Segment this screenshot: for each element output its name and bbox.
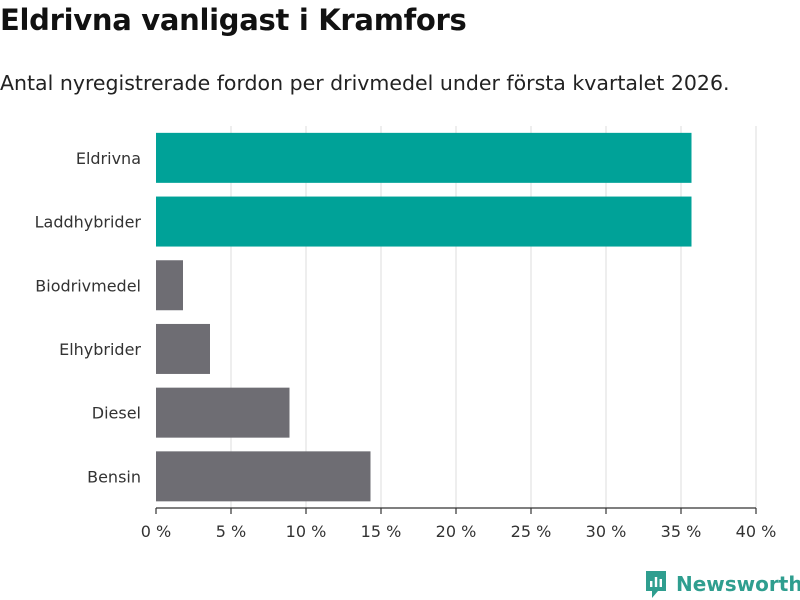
newsworthy-logo: Newsworthy (644, 568, 800, 600)
x-tick-label: 30 % (586, 522, 627, 541)
bar-biodrivmedel (156, 260, 183, 311)
bar-diesel (156, 387, 290, 438)
x-tick-label: 10 % (286, 522, 327, 541)
x-tick-label: 40 % (736, 522, 777, 541)
bar-bensin (156, 451, 371, 502)
category-label-laddhybrider: Laddhybrider (35, 213, 142, 232)
x-tick-label: 35 % (661, 522, 702, 541)
bar-eldrivna (156, 132, 692, 183)
bar-laddhybrider (156, 196, 692, 247)
bars (156, 132, 692, 502)
x-tick-label: 20 % (436, 522, 477, 541)
chart-title: Eldrivna vanligast i Kramfors (0, 3, 467, 37)
x-tick-label: 15 % (361, 522, 402, 541)
category-label-eldrivna: Eldrivna (76, 149, 141, 168)
category-label-diesel: Diesel (92, 404, 141, 423)
category-labels: Eldrivna Laddhybrider Biodrivmedel Elhybrid… (35, 149, 142, 487)
chart-subtitle: Antal nyregistrerade fordon per drivmede… (0, 71, 730, 95)
category-label-biodrivmedel: Biodrivmedel (35, 276, 141, 295)
category-label-elhybrider: Elhybrider (59, 340, 141, 359)
gridlines (230, 126, 757, 508)
x-tick-label: 25 % (511, 522, 552, 541)
newsworthy-logo-text: Newsworthy (676, 572, 800, 596)
newsworthy-logo-icon (646, 571, 666, 598)
category-label-bensin: Bensin (87, 467, 141, 486)
x-tick-label: 5 % (216, 522, 246, 541)
bar-elhybrider (156, 323, 210, 374)
x-axis-ticks: 0 % 5 % 10 % 15 % 20 % 25 % 30 % 35 % 40 % (141, 508, 777, 541)
x-tick-label: 0 % (141, 522, 171, 541)
